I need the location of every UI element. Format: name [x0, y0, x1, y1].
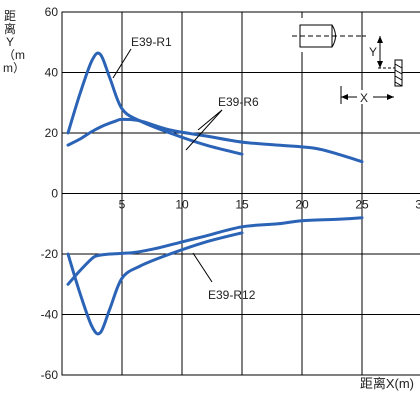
y-axis-title: 距离Y（mm）	[3, 9, 25, 75]
reflector-hatch-1	[394, 63, 403, 69]
x-label-backdrop	[357, 90, 373, 104]
x-arrow-right	[387, 94, 394, 100]
reflector-hatch-3	[394, 75, 403, 81]
y-tick-label: 60	[45, 5, 59, 19]
x-tick-label: 15	[235, 198, 249, 212]
series-line-e39-r1-0	[66, 51, 244, 156]
annotation-leader-r6-a	[197, 109, 223, 131]
x-arrow-left	[341, 94, 348, 100]
x-tick-label: 5	[119, 198, 126, 212]
series-line-e39-r12-3	[66, 216, 364, 286]
annotation-e39-r1: E39-R1	[131, 35, 172, 49]
reflector-hatch-4	[394, 81, 403, 87]
reflector-hatch-2	[394, 69, 403, 75]
x-tick-label: 30	[415, 198, 420, 212]
y-tick-label: -20	[41, 247, 59, 261]
y-arrow-up	[377, 36, 383, 43]
inset-x-label: X	[360, 91, 368, 105]
reflector-body	[394, 59, 403, 87]
sensor-geometry-diagram: Y X	[292, 18, 403, 105]
y-tick-label: 20	[45, 126, 59, 140]
annotation-e39-r6: E39-R6	[218, 95, 259, 109]
x-tick-label: 25	[355, 198, 369, 212]
y-tick-label: -40	[41, 308, 59, 322]
x-axis-title: 距离X(m)	[359, 376, 414, 391]
y-arrow-down	[377, 61, 383, 68]
inset-y-label: Y	[369, 45, 377, 59]
annotation-leader-r12	[192, 252, 213, 283]
x-tick-label: 20	[295, 198, 309, 212]
annotation-leader-r6-b	[185, 109, 223, 151]
annotation-leader-r1	[112, 48, 132, 79]
y-tick-label: 40	[45, 66, 59, 80]
y-tick-label: -60	[41, 368, 59, 382]
annotation-e39-r12: E39-R12	[208, 288, 256, 302]
y-tick-label: 0	[51, 187, 58, 201]
series-line-e39-r1-2	[66, 231, 244, 336]
series-line-e39-r6-1	[66, 117, 364, 164]
x-tick-label: 10	[175, 198, 189, 212]
